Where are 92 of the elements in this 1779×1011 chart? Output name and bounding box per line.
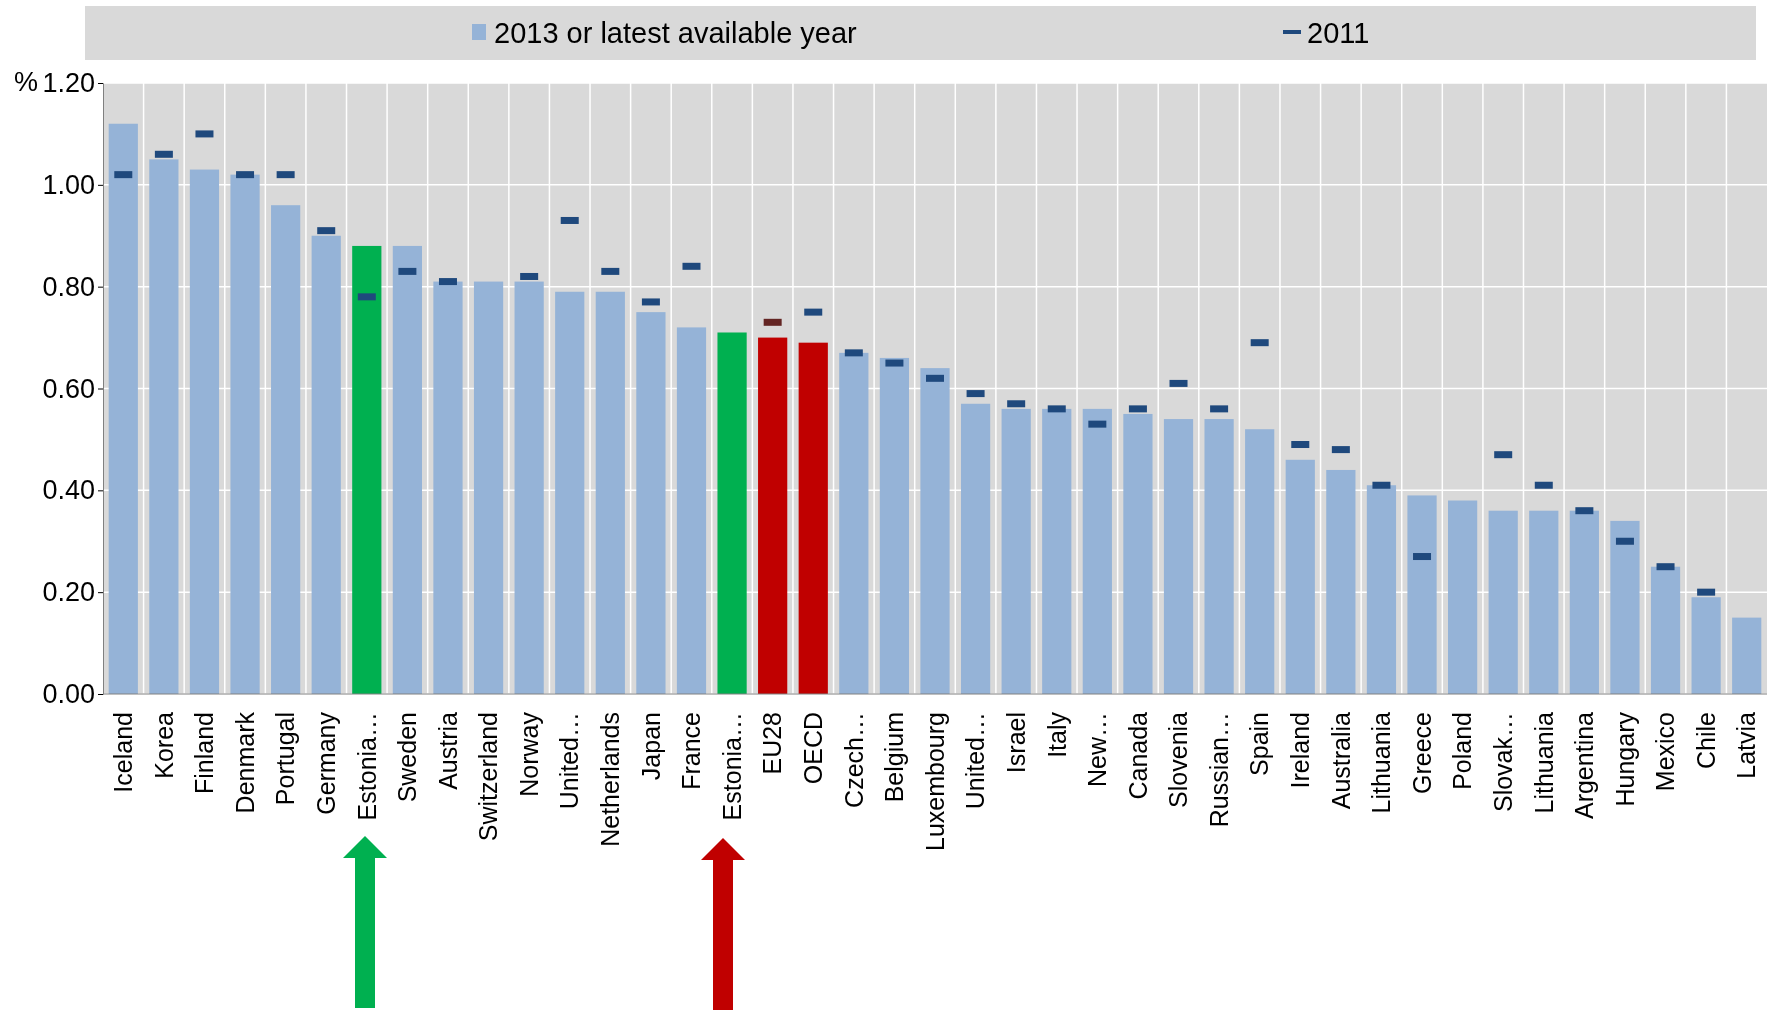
x-tick-label: Poland — [1448, 712, 1477, 790]
x-tick-label: Chile — [1691, 712, 1720, 769]
bar — [1245, 429, 1275, 694]
bar — [473, 281, 504, 694]
y-tick-label: 0.80 — [42, 271, 95, 302]
bar — [595, 291, 625, 694]
x-tick-label: OECD — [798, 712, 827, 785]
x-tick-label: Czech… — [839, 712, 868, 808]
bar — [717, 332, 747, 694]
legend-label: 2013 or latest available year — [494, 17, 858, 49]
x-tick-label: Norway — [514, 711, 543, 797]
x-tick-label: Ireland — [1286, 712, 1315, 789]
bar — [879, 357, 910, 694]
bar — [1326, 469, 1356, 694]
x-tick-label: Hungary — [1610, 711, 1639, 807]
bar — [1123, 413, 1153, 694]
bar — [1650, 566, 1681, 694]
x-tick-label: Luxembourg — [920, 712, 949, 851]
bar — [920, 368, 950, 694]
bar — [636, 312, 666, 694]
bar — [1163, 419, 1194, 694]
x-tick-label: Sweden — [393, 712, 422, 803]
x-tick-label: Iceland — [109, 712, 138, 793]
x-tick-label: Spain — [1245, 712, 1274, 776]
x-tick-label: Greece — [1407, 712, 1436, 794]
x-tick-label: Russian… — [1204, 712, 1233, 828]
x-tick-label: Mexico — [1651, 712, 1680, 792]
x-tick-label: Korea — [149, 711, 178, 779]
bar — [1610, 520, 1640, 694]
bar — [1407, 495, 1437, 694]
y-axis-title: % — [14, 67, 39, 97]
x-tick-label: Slovenia — [1164, 711, 1193, 808]
bar — [271, 205, 301, 694]
x-tick-label: Belgium — [880, 712, 909, 803]
bar — [1569, 510, 1599, 694]
x-tick-label: Canada — [1123, 711, 1152, 800]
bar — [514, 281, 544, 694]
bar — [758, 337, 788, 694]
x-tick-label: United… — [961, 712, 990, 810]
y-tick-label: 0.00 — [42, 679, 95, 710]
bar — [1448, 500, 1478, 694]
bar — [1488, 510, 1518, 694]
x-tick-label: Switzerland — [474, 712, 503, 842]
x-tick-label: New… — [1083, 712, 1112, 788]
bar — [555, 291, 585, 694]
x-tick-label: Lithuania — [1529, 711, 1558, 814]
bar — [311, 235, 341, 694]
bar — [1001, 408, 1031, 694]
bar — [149, 159, 179, 694]
x-tick-label: Lithuania — [1367, 711, 1396, 814]
bar — [676, 327, 707, 694]
bar — [1529, 510, 1559, 694]
bar — [189, 169, 220, 694]
x-tick-label: EU28 — [758, 712, 787, 775]
x-tick-label: Finland — [190, 712, 219, 794]
bar — [839, 352, 869, 694]
x-tick-label: Estonia… — [717, 712, 746, 821]
bar — [352, 245, 382, 694]
bar — [392, 245, 422, 694]
y-tick-label: 1.00 — [42, 169, 95, 200]
bar — [230, 174, 260, 694]
bar — [1082, 408, 1112, 694]
x-tick-label: Denmark — [230, 711, 259, 814]
x-tick-label: Australia — [1326, 711, 1355, 810]
bar — [798, 342, 828, 694]
x-tick-label: Germany — [311, 711, 340, 815]
x-tick-label: United… — [555, 712, 584, 810]
bar — [1285, 459, 1315, 694]
x-tick-label: Portugal — [271, 712, 300, 806]
bar — [1204, 419, 1234, 694]
bar — [1366, 485, 1397, 694]
bar — [960, 403, 991, 694]
x-tick-label: Israel — [1001, 712, 1030, 774]
x-tick-label: Austria — [433, 711, 462, 790]
y-tick-label: 0.60 — [42, 373, 95, 404]
x-tick-label: Estonia… — [352, 712, 381, 821]
x-tick-label: Argentina — [1570, 711, 1599, 820]
bar — [108, 123, 138, 694]
bar — [1732, 617, 1762, 694]
y-tick-label: 1.20 — [42, 68, 95, 99]
x-tick-label: Netherlands — [596, 712, 625, 847]
bar — [433, 281, 463, 694]
x-tick-label: France — [677, 712, 706, 790]
y-tick-label: 0.20 — [42, 577, 95, 608]
x-tick-label: Latvia — [1732, 711, 1761, 779]
y-tick-label: 0.40 — [42, 475, 95, 506]
bar — [1691, 597, 1721, 694]
x-tick-label: Slovak… — [1488, 712, 1517, 813]
bar — [1042, 408, 1072, 694]
x-tick-label: Japan — [636, 712, 665, 781]
legend-label: 2011 — [1307, 17, 1370, 49]
x-tick-label: Italy — [1042, 711, 1071, 758]
